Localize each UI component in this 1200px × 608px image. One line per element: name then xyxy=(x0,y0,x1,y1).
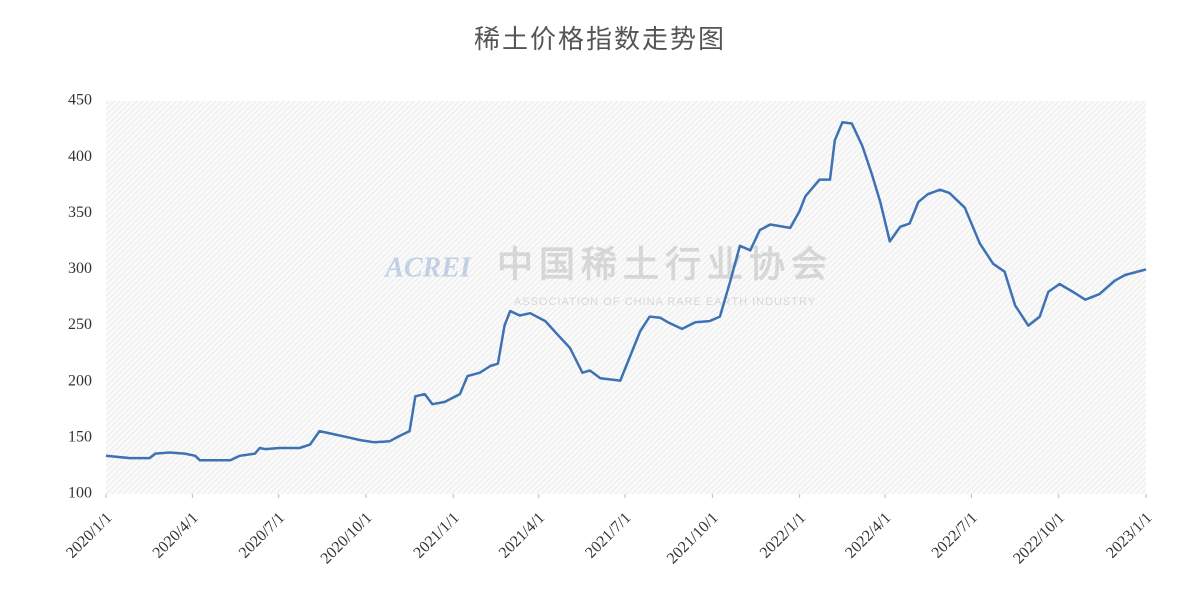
x-tick-label: 2020/7/1 xyxy=(236,509,288,561)
x-tick-label: 2020/10/1 xyxy=(318,509,376,567)
watermark: ACREI 中国稀土行业协会 ASSOCIATION OF CHINA RARE… xyxy=(383,244,833,308)
y-tick-label: 400 xyxy=(68,148,92,165)
watermark-english: ASSOCIATION OF CHINA RARE EARTH INDUSTRY xyxy=(514,296,816,308)
watermark-logo: ACREI xyxy=(383,252,472,283)
x-tick-label: 2022/10/1 xyxy=(1010,509,1068,567)
x-tick-label: 2020/4/1 xyxy=(150,509,202,561)
x-tick-label: 2020/1/1 xyxy=(63,509,115,561)
x-tick-label: 2021/4/1 xyxy=(496,509,548,561)
y-tick-label: 300 xyxy=(68,260,92,277)
y-tick-label: 200 xyxy=(68,372,92,389)
plot-area xyxy=(106,101,1146,494)
y-tick-label: 450 xyxy=(68,92,92,109)
chart-title: 稀土价格指数走势图 xyxy=(474,25,726,54)
x-tick-label: 2022/4/1 xyxy=(842,509,894,561)
x-tick-label: 2021/10/1 xyxy=(664,509,722,567)
y-tick-label: 350 xyxy=(68,204,92,221)
watermark-name: 中国稀土行业协会 xyxy=(497,244,833,284)
data-line xyxy=(105,121,1147,462)
x-tick-label: 2021/1/1 xyxy=(410,509,462,561)
x-tick-label: 2022/1/1 xyxy=(757,509,809,561)
y-tick-label: 100 xyxy=(68,485,92,502)
x-tick-label: 2022/7/1 xyxy=(929,509,981,561)
x-tick-label: 2021/7/1 xyxy=(582,509,634,561)
y-tick-label: 150 xyxy=(68,429,92,446)
y-tick-label: 250 xyxy=(68,316,92,333)
x-tick-label: 2023/1/1 xyxy=(1103,509,1155,561)
